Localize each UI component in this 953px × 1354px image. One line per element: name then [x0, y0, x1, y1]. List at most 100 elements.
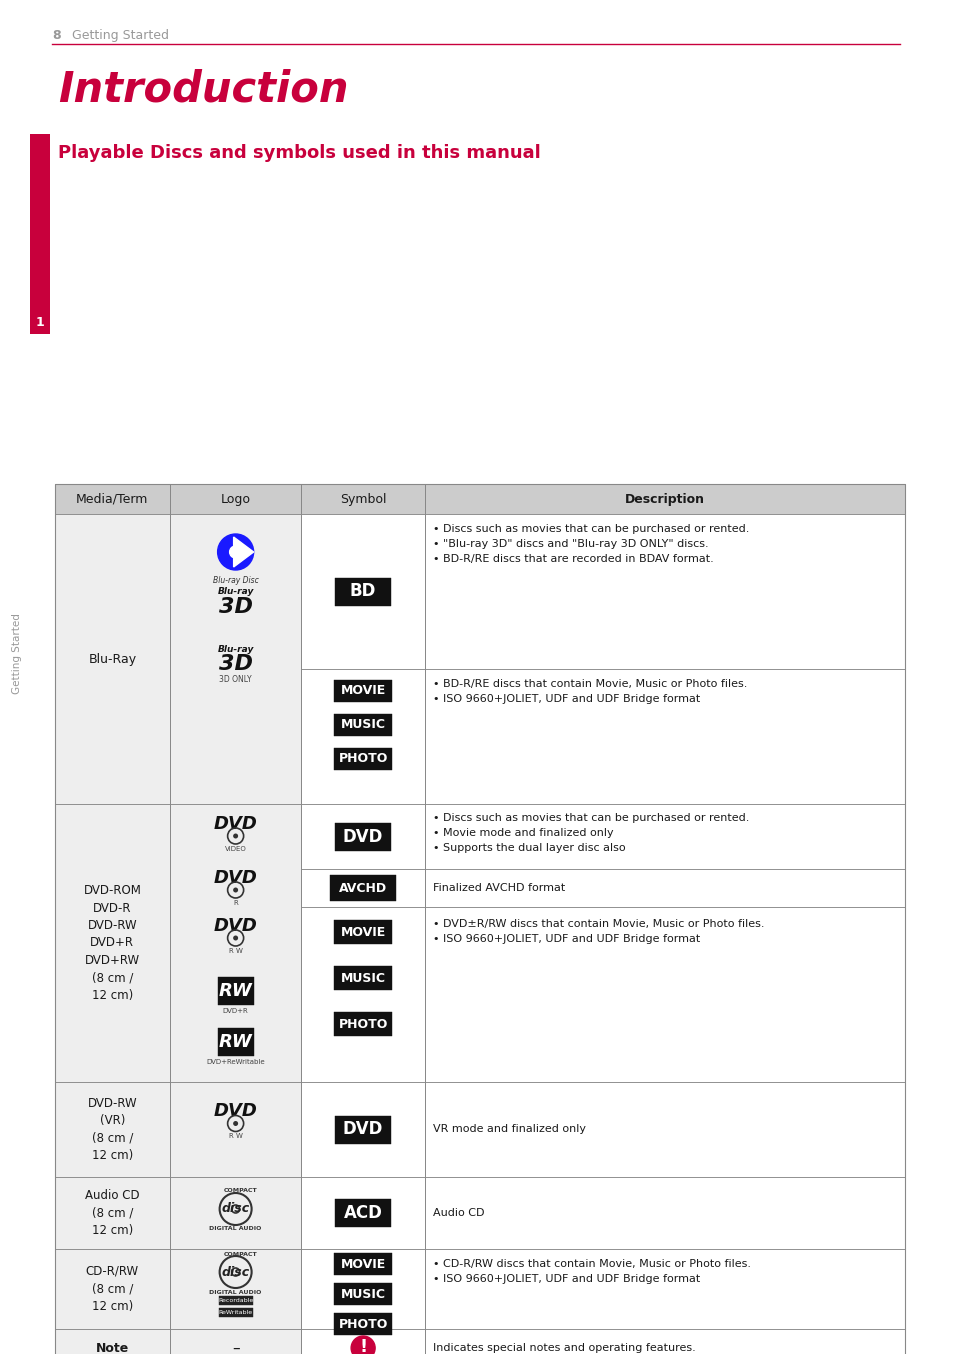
Bar: [334, 1252, 392, 1275]
Text: Blu-ray: Blu-ray: [217, 588, 253, 597]
Bar: [55, 1248, 170, 1330]
Circle shape: [230, 546, 241, 558]
Text: • Discs such as movies that can be purchased or rented.: • Discs such as movies that can be purch…: [433, 524, 748, 533]
Bar: [424, 869, 904, 907]
Text: Blu-ray: Blu-ray: [217, 645, 253, 654]
Text: R: R: [233, 900, 237, 906]
Text: 3D: 3D: [218, 654, 253, 674]
Text: Blu-Ray: Blu-Ray: [89, 653, 136, 666]
Bar: [330, 875, 395, 900]
Bar: [55, 1082, 170, 1177]
Bar: [217, 1028, 253, 1056]
Text: • BD-R/RE discs that are recorded in BDAV format.: • BD-R/RE discs that are recorded in BDA…: [433, 554, 713, 565]
Bar: [335, 1200, 391, 1227]
Bar: [424, 483, 904, 515]
Text: DVD-RW
(VR)
(8 cm /
12 cm): DVD-RW (VR) (8 cm / 12 cm): [88, 1097, 137, 1162]
Text: • ISO 9660+JOLIET, UDF and UDF Bridge format: • ISO 9660+JOLIET, UDF and UDF Bridge fo…: [433, 934, 700, 944]
Text: Logo: Logo: [220, 493, 251, 505]
Text: Description: Description: [624, 493, 704, 505]
Bar: [170, 1082, 301, 1177]
Bar: [334, 714, 392, 737]
Text: PHOTO: PHOTO: [338, 753, 388, 765]
Bar: [55, 1177, 170, 1248]
Text: • DVD±R/RW discs that contain Movie, Music or Photo files.: • DVD±R/RW discs that contain Movie, Mus…: [433, 919, 763, 929]
Text: PHOTO: PHOTO: [338, 1317, 388, 1331]
Text: • BD-R/RE discs that contain Movie, Music or Photo files.: • BD-R/RE discs that contain Movie, Musi…: [433, 678, 746, 689]
Text: PHOTO: PHOTO: [338, 1017, 388, 1030]
Text: • CD-R/RW discs that contain Movie, Music or Photo files.: • CD-R/RW discs that contain Movie, Musi…: [433, 1259, 750, 1269]
Text: MOVIE: MOVIE: [340, 685, 385, 697]
Text: 3D: 3D: [218, 597, 253, 617]
Text: • Discs such as movies that can be purchased or rented.: • Discs such as movies that can be purch…: [433, 812, 748, 823]
Bar: [424, 907, 904, 1082]
Text: MUSIC: MUSIC: [340, 1288, 385, 1300]
Text: • ISO 9660+JOLIET, UDF and UDF Bridge format: • ISO 9660+JOLIET, UDF and UDF Bridge fo…: [433, 695, 700, 704]
Bar: [170, 1248, 301, 1330]
Text: • ISO 9660+JOLIET, UDF and UDF Bridge format: • ISO 9660+JOLIET, UDF and UDF Bridge fo…: [433, 1274, 700, 1284]
Text: MOVIE: MOVIE: [340, 1258, 385, 1270]
Text: Note: Note: [95, 1342, 129, 1354]
Bar: [170, 515, 301, 804]
Bar: [30, 309, 50, 334]
Text: BD: BD: [350, 582, 375, 601]
Text: 8: 8: [52, 28, 61, 42]
Bar: [335, 1116, 391, 1144]
Bar: [424, 804, 904, 869]
Bar: [301, 515, 424, 669]
Text: DVD+R: DVD+R: [222, 1007, 248, 1014]
Bar: [301, 1330, 424, 1354]
Bar: [301, 669, 424, 804]
Text: Finalized AVCHD format: Finalized AVCHD format: [433, 883, 564, 894]
Bar: [335, 578, 391, 605]
Bar: [334, 747, 392, 770]
Text: disc: disc: [221, 1266, 250, 1278]
Text: Blu-ray Disc: Blu-ray Disc: [213, 575, 258, 585]
Bar: [334, 965, 392, 990]
Circle shape: [233, 936, 238, 941]
Text: RW: RW: [218, 1033, 253, 1051]
Text: Audio CD
(8 cm /
12 cm): Audio CD (8 cm / 12 cm): [85, 1189, 139, 1238]
Bar: [218, 1296, 253, 1305]
Text: CD-R/RW
(8 cm /
12 cm): CD-R/RW (8 cm / 12 cm): [86, 1265, 139, 1313]
Text: • "Blu-ray 3D" discs and "Blu-ray 3D ONLY" discs.: • "Blu-ray 3D" discs and "Blu-ray 3D ONL…: [433, 539, 708, 550]
Text: DVD: DVD: [213, 869, 257, 887]
Bar: [301, 804, 424, 869]
Bar: [170, 804, 301, 1082]
Text: R W: R W: [229, 1133, 242, 1140]
Bar: [55, 483, 170, 515]
Text: ACD: ACD: [343, 1204, 382, 1223]
Bar: [301, 483, 424, 515]
Text: Getting Started: Getting Started: [12, 613, 22, 695]
Bar: [301, 1082, 424, 1177]
Bar: [55, 515, 170, 804]
Text: DIGITAL AUDIO: DIGITAL AUDIO: [210, 1289, 261, 1294]
Text: DVD+ReWritable: DVD+ReWritable: [206, 1059, 265, 1066]
Polygon shape: [233, 538, 253, 567]
Bar: [424, 1330, 904, 1354]
Bar: [170, 483, 301, 515]
Bar: [334, 919, 392, 944]
Text: COMPACT: COMPACT: [224, 1189, 257, 1193]
Bar: [55, 804, 170, 1082]
Text: Symbol: Symbol: [339, 493, 386, 505]
Text: VR mode and finalized only: VR mode and finalized only: [433, 1125, 585, 1135]
Bar: [301, 907, 424, 1082]
Text: MOVIE: MOVIE: [340, 926, 385, 938]
Text: DIGITAL AUDIO: DIGITAL AUDIO: [210, 1227, 261, 1232]
Bar: [30, 134, 50, 334]
Text: Getting Started: Getting Started: [71, 28, 169, 42]
Bar: [55, 1330, 170, 1354]
Bar: [217, 978, 253, 1005]
Text: • Supports the dual layer disc also: • Supports the dual layer disc also: [433, 844, 625, 853]
Bar: [301, 869, 424, 907]
Text: AVCHD: AVCHD: [338, 881, 387, 895]
Text: DVD: DVD: [342, 827, 383, 845]
Bar: [170, 1177, 301, 1248]
Text: Playable Discs and symbols used in this manual: Playable Discs and symbols used in this …: [58, 144, 540, 162]
Circle shape: [233, 1121, 238, 1127]
Circle shape: [233, 834, 238, 838]
Bar: [170, 1330, 301, 1354]
Text: DVD: DVD: [342, 1121, 383, 1139]
Bar: [424, 1177, 904, 1248]
Text: Recordable: Recordable: [218, 1297, 253, 1303]
